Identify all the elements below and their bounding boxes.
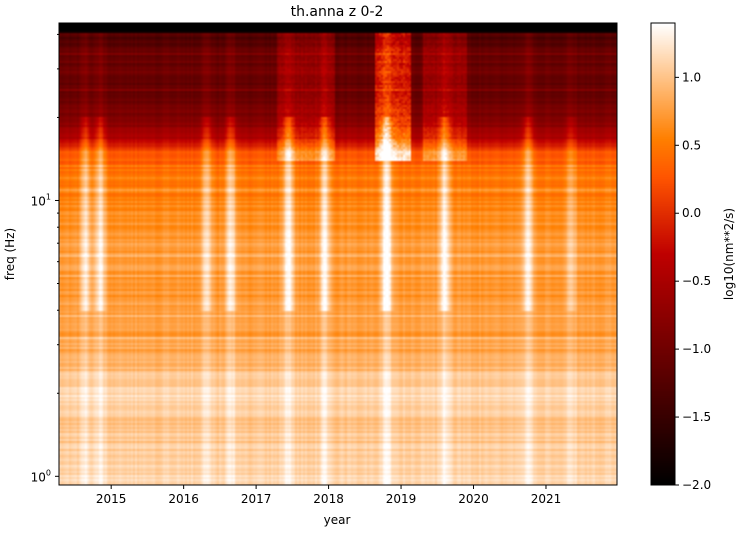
colorbar-ticks: 1.0 0.5 0.0 −0.5 −1.0 −1.5 −2.0 [675,70,711,492]
x-tick-label: 2015 [96,492,127,506]
y-tick-exponent: 1 [46,192,51,201]
y-tick-label: 100 [31,468,51,484]
x-tick-label: 2018 [313,492,344,506]
x-tick-label: 2021 [531,492,562,506]
y-tick-exponent: 0 [46,468,51,477]
colorbar-tick-label: 0.0 [682,206,701,220]
colorbar-gradient [651,23,675,485]
x-tick-label: 2019 [386,492,417,506]
x-axis-label: year [324,513,351,527]
x-axis: 2015 2016 2017 2018 2019 2020 2021 [96,485,561,506]
colorbar-frame [650,22,676,486]
colorbar-tick-label: 1.0 [682,70,701,84]
plot-area [58,22,618,486]
y-axis: 100 101 [31,33,59,484]
colorbar-tick-label: −1.0 [682,342,711,356]
x-tick-label: 2016 [168,492,199,506]
colorbar-tick-label: 0.5 [682,138,701,152]
plot-frame [58,22,618,486]
y-tick-label: 101 [31,192,51,208]
colorbar-tick-label: −1.5 [682,410,711,424]
colorbar-tick-label: −0.5 [682,274,711,288]
chart-title: th.anna z 0-2 [291,4,384,20]
x-tick-label: 2020 [458,492,489,506]
colorbar-tick-label: −2.0 [682,478,711,492]
colorbar: 1.0 0.5 0.0 −0.5 −1.0 −1.5 −2.0 log10(nm**2/s) [650,22,736,492]
heatmap-image [59,23,617,485]
colorbar-label: log10(nm**2/s) [722,208,736,300]
x-tick-label: 2017 [241,492,272,506]
y-axis-label: freq (Hz) [3,228,17,280]
